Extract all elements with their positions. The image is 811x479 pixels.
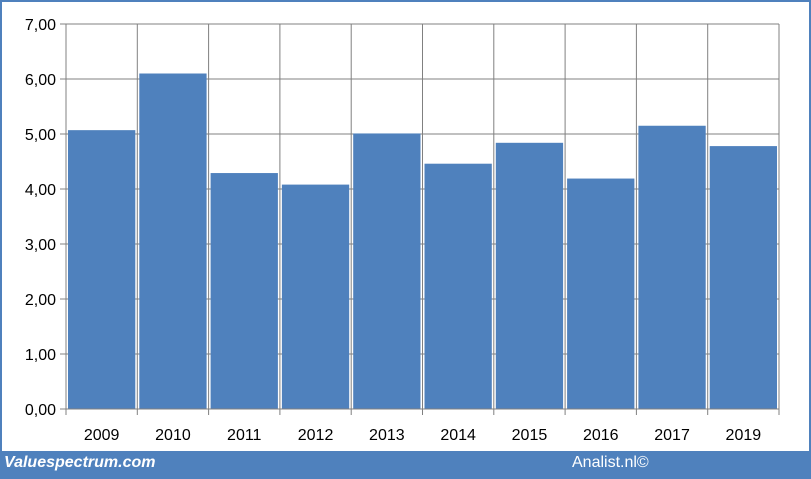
- bar-2012: [281, 184, 350, 409]
- bar-2016: [567, 178, 635, 409]
- x-tick-label: 2019: [726, 427, 762, 444]
- y-tick-label: 4,00: [25, 182, 56, 199]
- y-tick-label: 1,00: [25, 347, 56, 364]
- x-tick-label: 2013: [369, 427, 405, 444]
- y-tick-label: 7,00: [25, 17, 56, 34]
- y-tick-label: 0,00: [25, 402, 56, 419]
- x-tick-label: 2015: [512, 427, 548, 444]
- x-tick-label: 2009: [84, 427, 120, 444]
- bar-chart: 0,00 1,00 2,00 3,00 4,00 5,00 6,00 7,00 2009 2010…: [25, 17, 780, 444]
- bar-2009: [68, 130, 136, 409]
- x-tick-label: 2011: [227, 427, 262, 444]
- bar-2013: [353, 133, 421, 409]
- y-tick-label: 6,00: [25, 72, 56, 89]
- bar-2010: [139, 73, 207, 409]
- footer-bar: Valuespectrum.com Analist.nl©: [0, 451, 811, 479]
- bar-2019: [709, 146, 777, 409]
- footer-source-text: Valuespectrum.com: [4, 454, 156, 471]
- x-tick-label: 2014: [440, 427, 476, 444]
- bar-2017: [638, 125, 706, 409]
- x-tick-label: 2012: [298, 427, 334, 444]
- x-tick-label: 2017: [654, 427, 690, 444]
- y-tick-label: 2,00: [25, 292, 56, 309]
- bar-2011: [210, 173, 278, 409]
- bar-2015: [495, 142, 564, 410]
- bar-2014: [424, 163, 492, 409]
- x-tick-label: 2010: [155, 427, 191, 444]
- footer-copyright-text: Analist.nl©: [572, 454, 649, 471]
- y-tick-label: 3,00: [25, 237, 56, 254]
- y-tick-label: 5,00: [25, 127, 56, 144]
- x-tick-label: 2016: [583, 427, 619, 444]
